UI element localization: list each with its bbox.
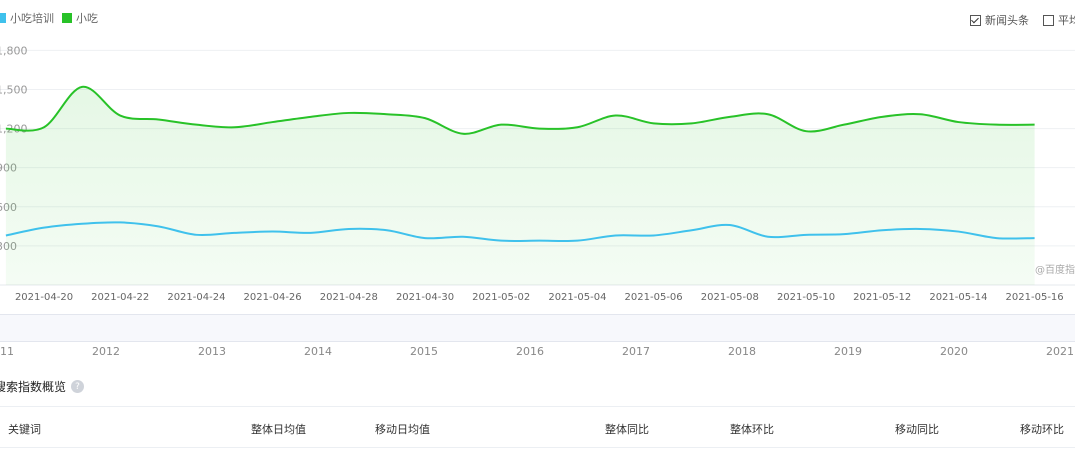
x-tick-label: 2021-04-28 — [320, 292, 378, 303]
col-overall-mom: 整体环比 — [730, 423, 774, 436]
series-line[interactable] — [5, 221, 1035, 243]
summary-table-header: 关键词 整体日均值 移动日均值 整体同比 整体环比 移动同比 移动环比 — [0, 406, 1075, 448]
legend-swatch — [62, 13, 72, 23]
x-tick-label: 2021-04-26 — [244, 292, 302, 303]
chart-options: 新闻头条 平均 — [970, 12, 1075, 28]
legend: 小吃培训 小吃 — [0, 10, 98, 26]
checkbox-checked-icon — [970, 14, 981, 26]
series-area — [5, 86, 1035, 285]
timeline-year-label: 2011 — [0, 345, 14, 358]
x-tick-label: 2021-05-08 — [701, 292, 759, 303]
x-tick-label: 2021-04-20 — [15, 292, 73, 303]
legend-label: 小吃 — [76, 12, 98, 25]
checkbox-label: 新闻头条 — [985, 14, 1029, 27]
x-tick-label: 2021-05-16 — [1006, 292, 1064, 303]
average-checkbox[interactable]: 平均 — [1043, 12, 1075, 28]
x-tick-label: 2021-05-02 — [472, 292, 530, 303]
col-overall-daily-avg: 整体日均值 — [251, 423, 306, 436]
x-tick-label: 2021-05-12 — [853, 292, 911, 303]
x-tick-label: 2021-05-04 — [548, 292, 606, 303]
series-line[interactable] — [5, 85, 1035, 135]
col-mobile-yoy: 移动同比 — [895, 423, 939, 436]
col-keyword: 关键词 — [8, 423, 41, 436]
timeline-year-label: 2013 — [198, 345, 226, 358]
news-headline-checkbox[interactable]: 新闻头条 — [970, 12, 1029, 28]
col-overall-yoy: 整体同比 — [605, 423, 649, 436]
col-mobile-daily-avg: 移动日均值 — [375, 423, 430, 436]
legend-item-snack[interactable]: 小吃 — [62, 10, 98, 26]
timeline-year-label: 2020 — [940, 345, 968, 358]
legend-swatch — [0, 13, 6, 23]
question-circle-icon[interactable]: ? — [71, 380, 85, 393]
checkbox-label: 平均 — [1058, 14, 1075, 27]
y-tick-label: 1,800 — [0, 44, 28, 57]
legend-item-training[interactable]: 小吃培训 — [0, 10, 54, 26]
x-tick-label: 2021-04-22 — [91, 292, 149, 303]
x-tick-label: 2021-04-24 — [167, 292, 225, 303]
legend-label: 小吃培训 — [10, 12, 54, 25]
section-title: 搜索指数概览 ? — [0, 378, 85, 395]
timeline-scrubber[interactable] — [0, 314, 1075, 342]
watermark: @百度指数 — [1035, 263, 1075, 276]
timeline-year-label: 2018 — [728, 345, 756, 358]
col-mobile-mom: 移动环比 — [1020, 423, 1064, 436]
x-tick-label: 2021-05-06 — [625, 292, 683, 303]
timeline-year-label: 2016 — [516, 345, 544, 358]
timeline-year-label: 2017 — [622, 345, 650, 358]
timeline-year-label: 2014 — [304, 345, 332, 358]
y-tick-label: 1,500 — [0, 83, 28, 96]
timeline-year-label: 2012 — [92, 345, 120, 358]
section-title-text: 搜索指数概览 — [0, 380, 67, 394]
x-tick-label: 2021-05-10 — [777, 292, 835, 303]
x-tick-label: 2021-04-30 — [396, 292, 454, 303]
checkbox-empty-icon — [1043, 14, 1054, 26]
timeline-year-label: 2019 — [834, 345, 862, 358]
timeline-year-label: 2015 — [410, 345, 438, 358]
timeline-year-label: 2021 — [1046, 345, 1074, 358]
x-tick-label: 2021-05-14 — [929, 292, 987, 303]
